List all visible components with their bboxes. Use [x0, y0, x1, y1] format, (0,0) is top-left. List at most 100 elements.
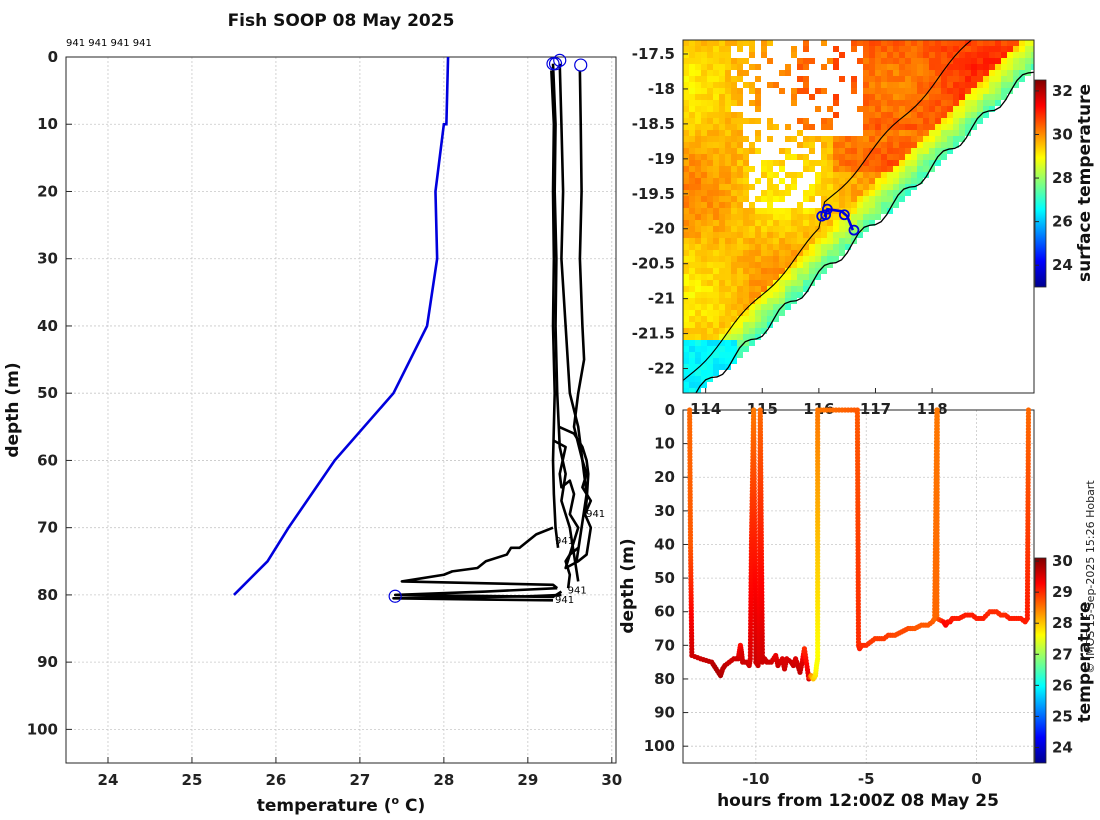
sst-cell	[689, 262, 696, 269]
sst-cell	[977, 352, 984, 359]
sst-cell	[749, 382, 756, 389]
sst-cell	[989, 172, 996, 179]
sst-cell	[989, 274, 996, 281]
sst-cell	[971, 262, 978, 269]
sst-cell	[1019, 172, 1026, 179]
sst-cell	[689, 340, 696, 347]
sst-cell	[953, 94, 960, 101]
sst-cell	[977, 226, 984, 233]
sst-cell	[869, 232, 876, 239]
sst-cell	[983, 298, 990, 305]
sst-cell	[953, 118, 960, 125]
sst-cell	[713, 112, 720, 119]
sst-cell	[701, 136, 708, 143]
sst-cell	[695, 244, 702, 251]
sst-cell	[713, 352, 720, 359]
map-lon-tick-label: 114	[690, 400, 721, 418]
sst-cell	[845, 88, 852, 95]
sst-cell	[743, 76, 750, 83]
sst-cell	[761, 274, 768, 281]
sst-cell	[977, 88, 984, 95]
sst-cell	[707, 214, 714, 221]
sst-cell	[977, 262, 984, 269]
sst-cell	[707, 178, 714, 185]
sst-cell	[755, 100, 762, 107]
sst-cell	[983, 190, 990, 197]
sst-cell	[803, 346, 810, 353]
sst-cell	[803, 118, 810, 125]
sst-cell	[917, 58, 924, 65]
sst-cell	[1007, 172, 1014, 179]
sst-cell	[953, 106, 960, 113]
sst-cell	[707, 304, 714, 311]
sst-cell	[893, 64, 900, 71]
sst-cell	[833, 184, 840, 191]
sst-cell	[953, 88, 960, 95]
sst-cell	[857, 256, 864, 263]
sst-cell	[833, 124, 840, 131]
sst-cell	[899, 148, 906, 155]
sst-cell	[977, 268, 984, 275]
section-colorbar-tick-label: 28	[1052, 614, 1073, 632]
sst-cell	[689, 208, 696, 215]
section-colorbar-label: temperature	[1075, 601, 1095, 722]
sst-cell	[797, 82, 804, 89]
sst-cell	[707, 274, 714, 281]
sst-cell	[941, 292, 948, 299]
sst-cell	[695, 130, 702, 137]
sst-cell	[1013, 82, 1020, 89]
sst-cell	[815, 136, 822, 143]
sst-cell	[899, 70, 906, 77]
sst-cell	[965, 172, 972, 179]
sst-cell	[1019, 112, 1026, 119]
sst-cell	[995, 304, 1002, 311]
sst-cell	[959, 280, 966, 287]
sst-cell	[845, 154, 852, 161]
sst-cell	[881, 256, 888, 263]
sst-cell	[887, 106, 894, 113]
sst-cell	[893, 76, 900, 83]
sst-cell	[899, 52, 906, 59]
sst-cell	[911, 148, 918, 155]
sst-cell	[707, 346, 714, 353]
sst-cell	[959, 184, 966, 191]
sst-cell	[953, 172, 960, 179]
sst-cell	[959, 238, 966, 245]
sst-cell	[845, 322, 852, 329]
sst-cell	[797, 226, 804, 233]
sst-cell	[767, 256, 774, 263]
sst-cell	[905, 274, 912, 281]
sst-cell	[1007, 208, 1014, 215]
sst-cell	[785, 292, 792, 299]
sst-cell	[731, 106, 738, 113]
sst-cell	[713, 118, 720, 125]
sst-cell	[905, 358, 912, 365]
sst-cell	[887, 184, 894, 191]
sst-cell	[941, 52, 948, 59]
sst-cell	[899, 196, 906, 203]
sst-cell	[809, 52, 816, 59]
sst-cell	[905, 238, 912, 245]
sst-cell	[737, 364, 744, 371]
sst-cell	[683, 214, 690, 221]
sst-cell	[899, 124, 906, 131]
sst-cell	[977, 274, 984, 281]
sst-cell	[773, 256, 780, 263]
sst-cell	[863, 220, 870, 227]
profile-plot-frame	[65, 56, 617, 764]
sst-cell	[719, 208, 726, 215]
sst-cell	[809, 166, 816, 173]
sst-cell	[905, 232, 912, 239]
sst-cell	[971, 166, 978, 173]
sst-cell	[953, 310, 960, 317]
sst-cell	[785, 100, 792, 107]
sst-cell	[845, 46, 852, 53]
sst-cell	[881, 262, 888, 269]
sst-cell	[803, 40, 810, 47]
sst-cell	[1013, 40, 1020, 47]
sst-cell	[845, 148, 852, 155]
sst-cell	[953, 274, 960, 281]
sst-cell	[803, 334, 810, 341]
sst-cell	[947, 226, 954, 233]
sst-cell	[797, 142, 804, 149]
